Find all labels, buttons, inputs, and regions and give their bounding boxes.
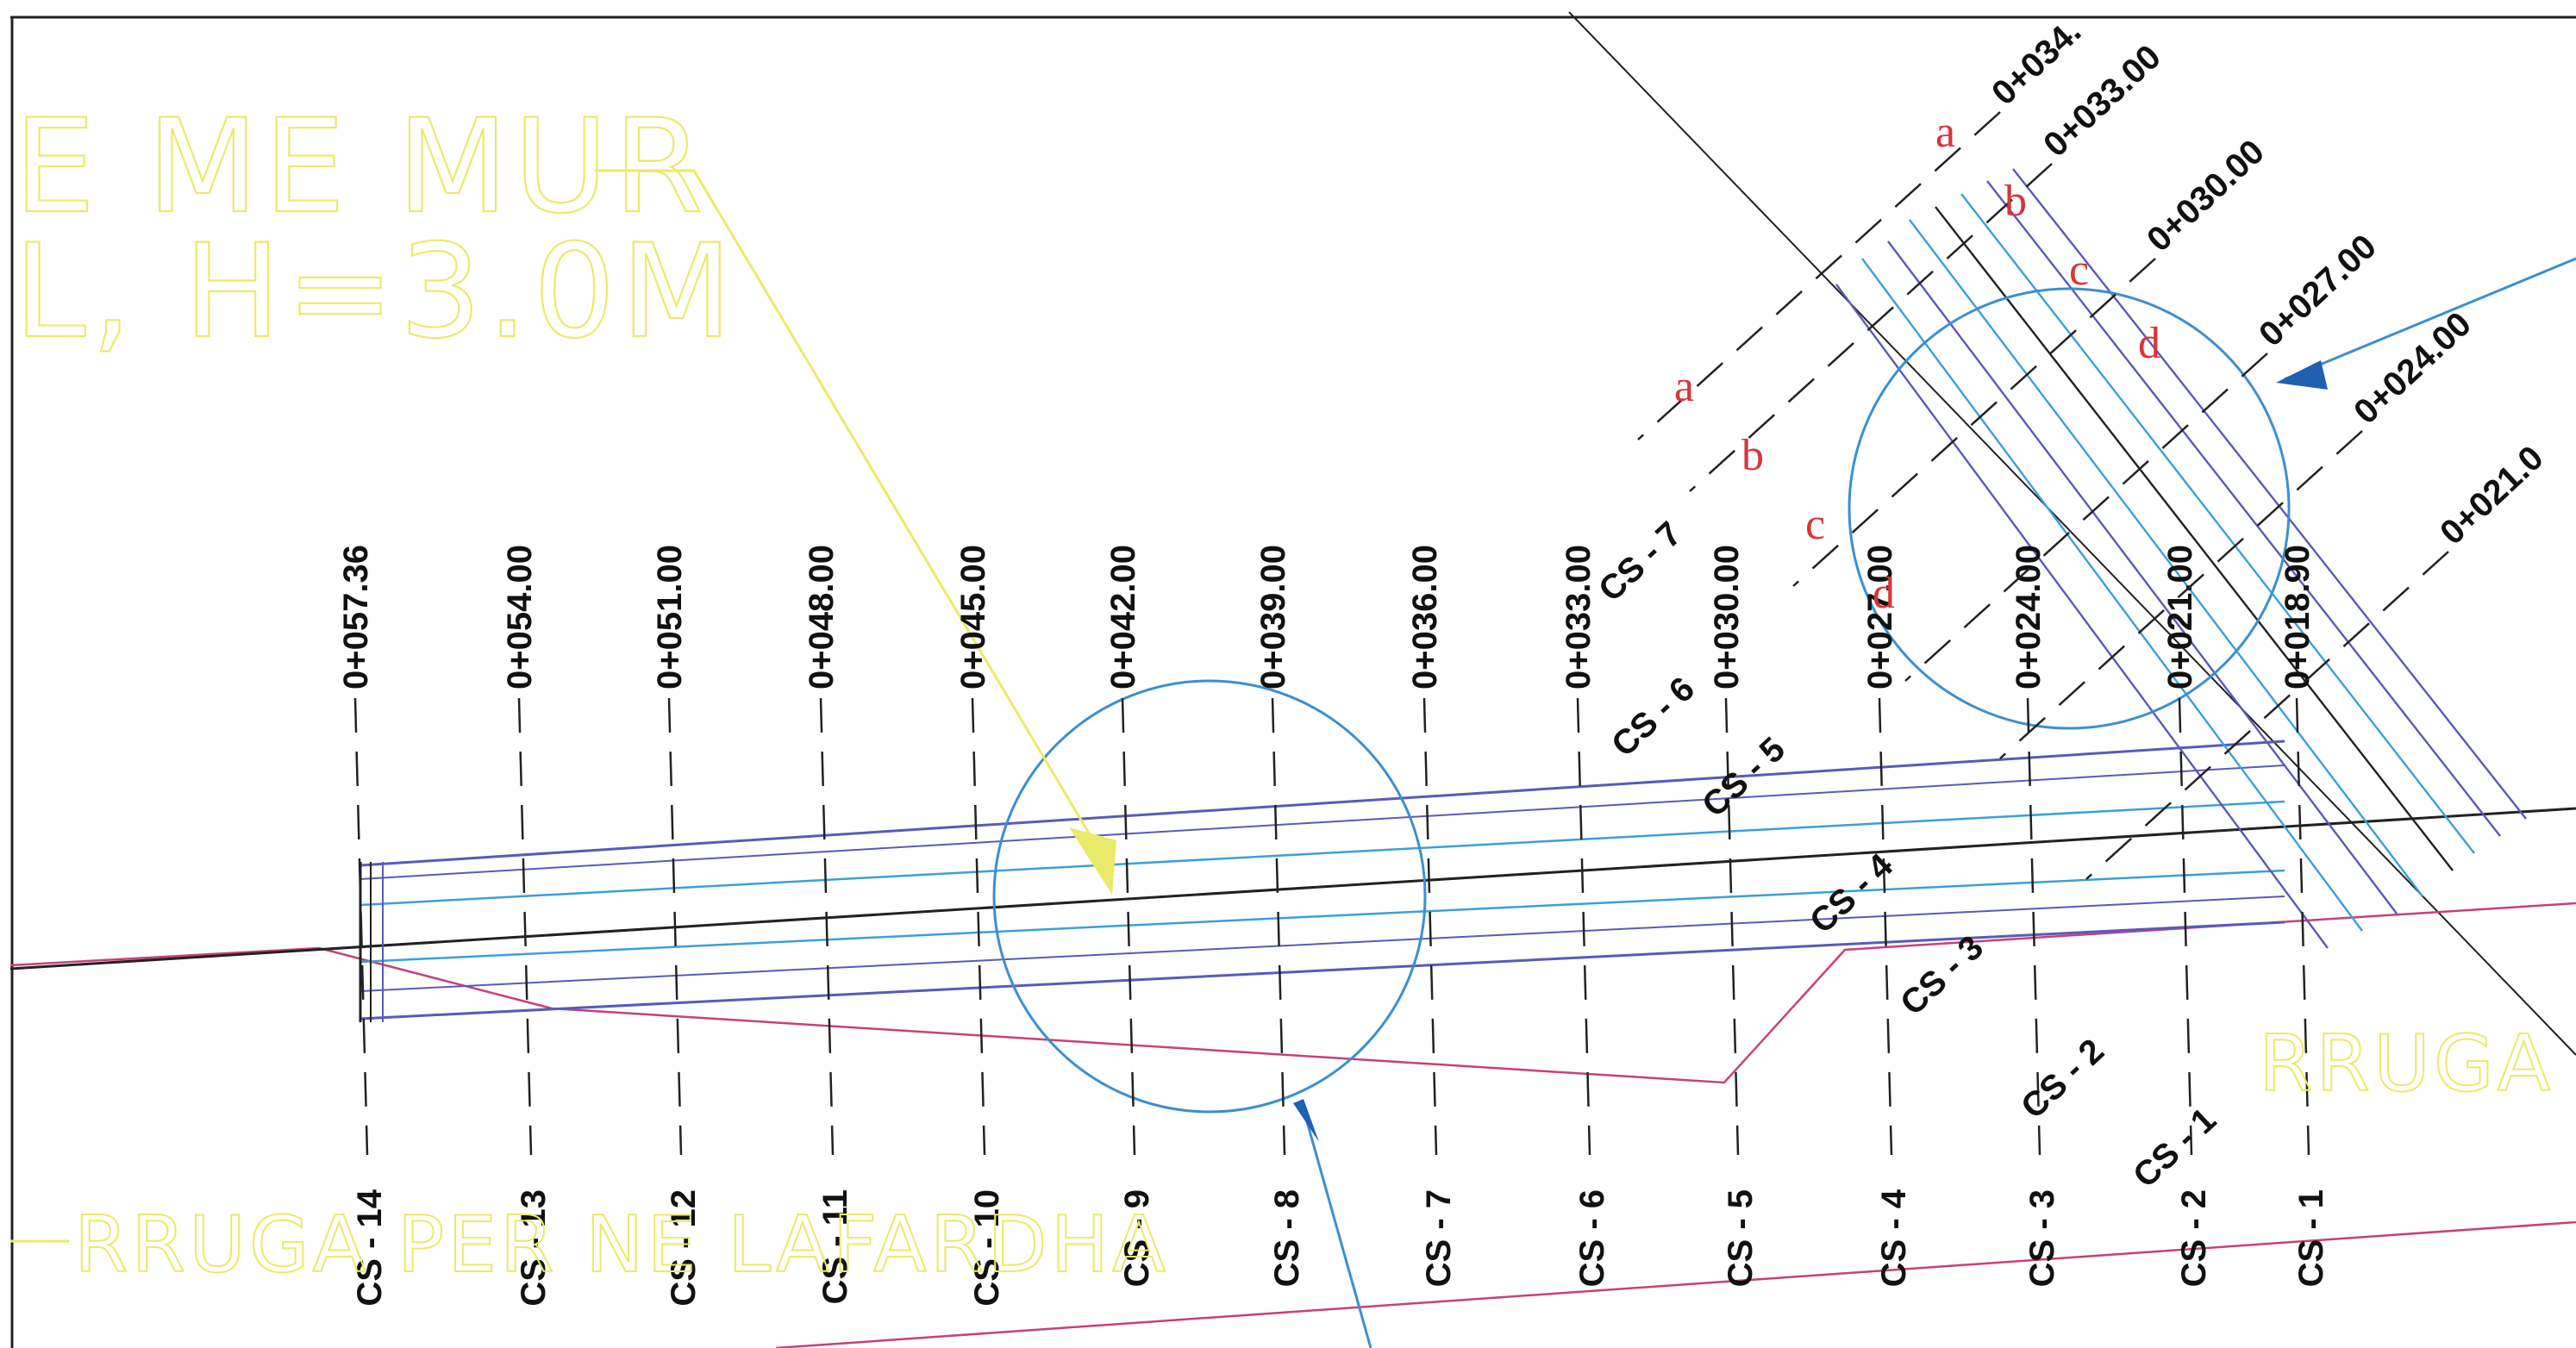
cross-section-label: CS - 3 [2023, 1189, 2061, 1287]
branch-station-label: 0+021.0 [2433, 439, 2551, 552]
main-cs-labels: CS - 14 CS - 13 CS - 12 CS - 11 CS - 10 CS - … [351, 1189, 2330, 1306]
detail-letter: d [2138, 319, 2160, 368]
diagonal-reference-line [1568, 11, 2576, 1056]
branch-cross-section-label: CS - 2 [2014, 1032, 2111, 1126]
station-label: 0+057.36 [337, 545, 375, 690]
branch-station-line [1637, 111, 2001, 440]
cross-section-label: CS - 2 [2175, 1189, 2213, 1287]
station-label: 0+021.00 [2161, 545, 2199, 690]
branch-cross-section-label: CS - 1 [2126, 1101, 2223, 1195]
boundary-lines [9, 902, 2576, 1348]
station-label: 0+036.00 [1406, 545, 1444, 690]
station-label: 0+054.00 [501, 545, 539, 690]
station-line [2295, 697, 2310, 1156]
station-label: 0+018.90 [2279, 545, 2317, 690]
station-label: 0+042.00 [1104, 545, 1142, 690]
wall-note-line1: E ME MUR [14, 92, 709, 242]
station-line [971, 697, 986, 1156]
wall-note-leader [595, 169, 1116, 895]
road-label-bottom: RRUGA PER NE LAFARDHA [74, 1200, 1169, 1290]
station-line [1422, 697, 1438, 1156]
cross-section-label: CS - 1 [2292, 1189, 2330, 1287]
station-line [667, 697, 683, 1156]
detail-letter: a [1935, 108, 1955, 157]
wall-note-line2: L, H=3.0M [14, 217, 737, 367]
callout-circles [992, 287, 2291, 1114]
station-label: 0+030.00 [1708, 545, 1746, 690]
cross-section-label: CS - 9 [1118, 1189, 1156, 1287]
detail-letter: c [1805, 500, 1825, 549]
main-station-lines [353, 697, 2310, 1156]
station-label: 0+039.00 [1254, 545, 1292, 690]
branch-station-line [1689, 163, 2053, 492]
station-line [2178, 697, 2193, 1156]
cross-section-label: CS - 11 [816, 1189, 854, 1304]
sheet-frame [10, 16, 2576, 1348]
station-line [353, 697, 369, 1156]
cross-section-label: CS - 4 [1875, 1189, 1913, 1287]
road-label-right: RRUGA [2259, 1019, 2554, 1109]
branch-station-label: 0+034. [1985, 12, 2088, 112]
station-line [819, 697, 835, 1156]
cross-section-label: CS - 7 [1420, 1189, 1458, 1287]
detail-letter: c [2069, 246, 2089, 295]
branch-cross-section-label: CS - 6 [1604, 670, 1702, 764]
branch-station-line [1904, 353, 2268, 682]
station-label: 0+027.00 [1861, 545, 1899, 690]
station-label: 0+051.00 [651, 545, 689, 690]
station-label: 0+033.00 [1560, 545, 1597, 690]
branch-station-label: 0+024.00 [2347, 305, 2479, 432]
cross-section-label: CS - 6 [1573, 1189, 1611, 1287]
station-label: 0+048.00 [803, 545, 841, 690]
cross-section-label: CS - 12 [665, 1189, 703, 1307]
cross-section-label: CS - 10 [968, 1189, 1006, 1307]
main-station-labels: 0+057.36 0+054.00 0+051.00 0+048.00 0+045.00… [337, 545, 2317, 690]
station-line [1724, 697, 1740, 1156]
branch-cross-section-label: CS - 7 [1591, 515, 1689, 608]
branch-cross-section-label: CS - 3 [1893, 928, 1991, 1022]
station-line [1576, 697, 1591, 1156]
branch-station-line [2085, 551, 2449, 880]
detail-letter: b [1741, 431, 1764, 480]
station-label: 0+024.00 [2010, 545, 2048, 690]
station-line [1271, 697, 1286, 1156]
detail-letter: a [1674, 362, 1694, 411]
station-line [1878, 697, 1893, 1156]
detail-letter: d [1873, 569, 1895, 618]
station-label: 0+045.00 [954, 545, 992, 690]
branch-station-line [1999, 430, 2363, 759]
branch-station-line [1792, 258, 2156, 587]
branch-station-label: 0+030.00 [2140, 133, 2272, 259]
branch-station-lines [1637, 111, 2449, 880]
detail-letter: b [2004, 177, 2027, 226]
callout-arrows [1293, 257, 2576, 1348]
cross-section-label: CS - 13 [515, 1189, 553, 1307]
branch-road [1835, 168, 2527, 949]
station-line [2026, 697, 2041, 1156]
station-line [1121, 697, 1136, 1156]
cross-section-label: CS - 14 [351, 1189, 389, 1306]
cross-section-label: CS - 8 [1268, 1189, 1306, 1287]
branch-station-label: 0+027.00 [2252, 228, 2384, 354]
cross-section-label: CS - 5 [1722, 1189, 1760, 1287]
station-line [517, 697, 533, 1156]
